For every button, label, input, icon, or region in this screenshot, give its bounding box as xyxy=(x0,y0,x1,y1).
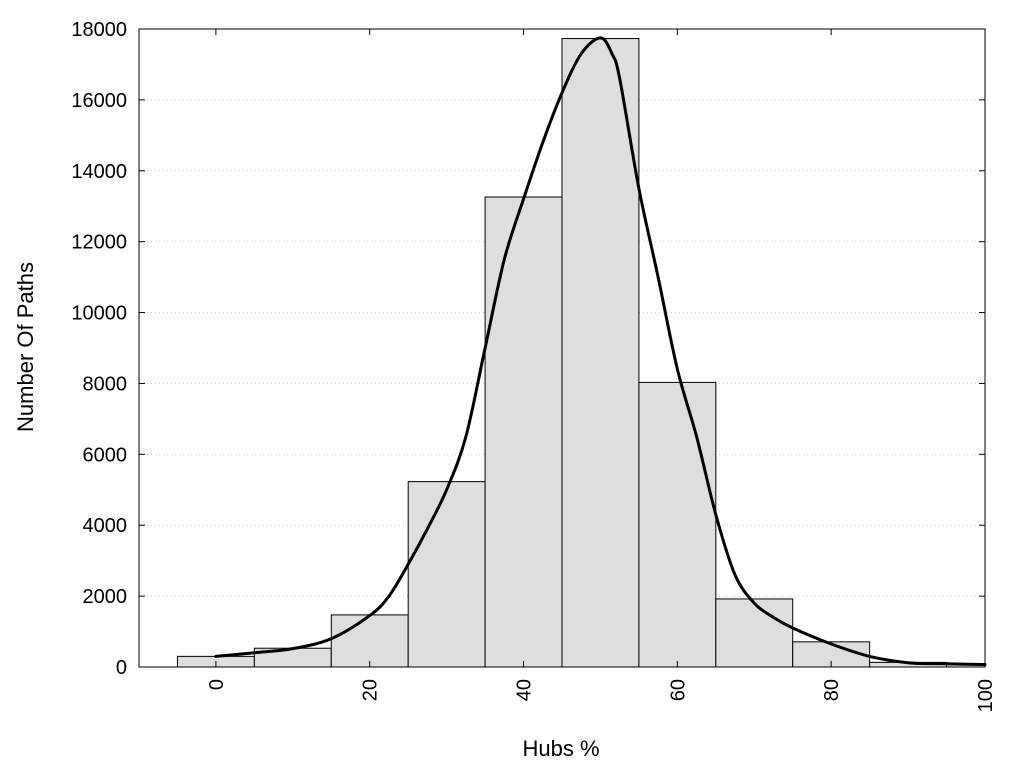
y-tick-label-0: 0 xyxy=(116,657,127,679)
x-tick-label-3: 60 xyxy=(667,679,689,701)
x-tick-label-2: 40 xyxy=(514,679,536,701)
y-tick-label-9: 18000 xyxy=(71,19,127,41)
histogram-bar-6 xyxy=(638,381,717,668)
x-tick-label-0: 0 xyxy=(206,679,228,690)
density-curve xyxy=(214,36,987,666)
y-tick-label-8: 16000 xyxy=(71,90,127,112)
y-axis-label: Number Of Paths xyxy=(13,262,38,432)
y-tick-label-1: 2000 xyxy=(83,586,128,608)
histogram-bar-5 xyxy=(561,38,640,668)
y-tick-label-2: 4000 xyxy=(83,515,128,537)
x-tick-label-5: 100 xyxy=(975,679,997,712)
y-tick-label-4: 8000 xyxy=(83,373,128,395)
grid-lines xyxy=(139,99,985,597)
y-tick-label-3: 6000 xyxy=(83,444,128,466)
histogram-bar-4 xyxy=(484,196,563,668)
histogram-bar-7 xyxy=(715,598,794,668)
histogram-bar-3 xyxy=(407,481,486,668)
y-tick-label-5: 10000 xyxy=(71,303,127,325)
y-tick-label-7: 14000 xyxy=(71,161,127,183)
plot-frame xyxy=(138,28,986,668)
y-axis-ticks: 0 2000 4000 6000 8000 10000 12000 14000 16000 180… xyxy=(71,19,985,679)
x-axis-label: Hubs % xyxy=(522,736,599,761)
x-axis-ticks: 0 20 40 60 80 100 xyxy=(206,29,997,712)
histogram-bars xyxy=(176,38,986,668)
x-tick-label-1: 20 xyxy=(360,679,382,701)
x-tick-label-4: 80 xyxy=(821,679,843,701)
histogram-bar-2 xyxy=(330,614,409,668)
y-tick-label-6: 12000 xyxy=(71,232,127,254)
